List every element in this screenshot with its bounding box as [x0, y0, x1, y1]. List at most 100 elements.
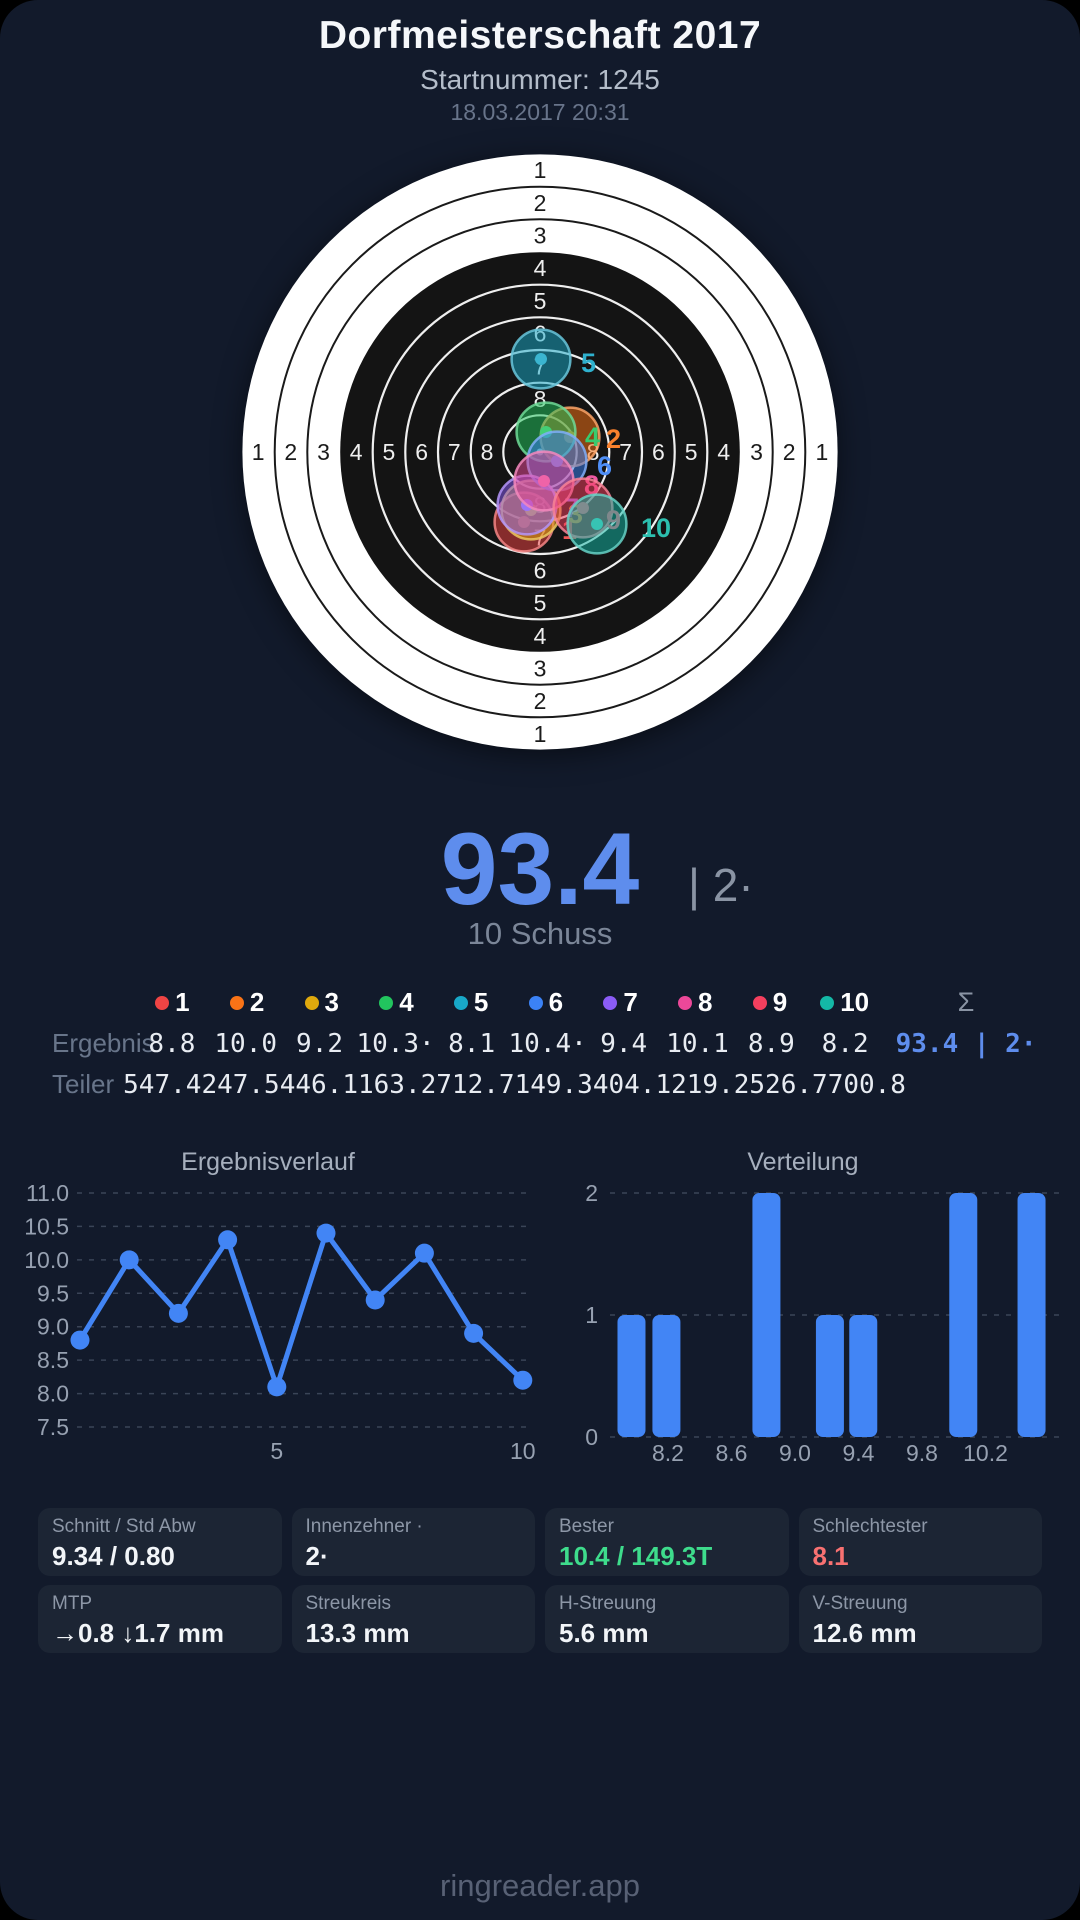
shot-legend-item: 9 [733, 987, 808, 1018]
ergebnis-value: 8.9 [747, 1028, 795, 1059]
ring-number: 7 [448, 439, 461, 465]
histogram-bar [949, 1193, 978, 1437]
shot-color-dot [304, 995, 319, 1010]
teiler-value: 247.5 [201, 1069, 280, 1100]
y-tick-label: 10.5 [25, 1213, 69, 1239]
shot-legend-item: 10 [807, 987, 882, 1018]
ring-number: 6 [534, 557, 547, 583]
teiler-value: 219.2 [671, 1069, 750, 1100]
shot-number-label: 6 [597, 451, 612, 481]
shot-legend-item: 3 [284, 987, 359, 1018]
stat-value: 12.6 mm [812, 1618, 917, 1648]
shot-color-dot [453, 995, 468, 1010]
shot-number: 7 [623, 987, 638, 1017]
shot-legend-item: 4 [359, 987, 434, 1018]
x-tick-label: 9.4 [843, 1440, 875, 1466]
data-point [316, 1223, 336, 1243]
stat-card-schnitt: Schnitt / Std Abw 9.34 / 0.80 [38, 1508, 282, 1576]
ergebnis-value: 9.4 [600, 1028, 648, 1059]
y-tick-label: 11.0 [26, 1180, 69, 1206]
y-tick-label: 2 [585, 1180, 598, 1206]
stat-card-mtp: MTP →0.8 ↓1.7 mm [38, 1585, 282, 1653]
shot-count-label: 10 Schuss [467, 916, 613, 951]
shot-number: 5 [473, 987, 489, 1017]
data-point [414, 1243, 434, 1263]
stat-value: 10.4 / 149.3T [559, 1541, 713, 1571]
stat-card-h-streuung: H-Streuung 5.6 mm [545, 1585, 789, 1653]
y-tick-label: 1 [585, 1302, 598, 1328]
shot-5: 5 [510, 328, 596, 390]
y-tick-label: 8.5 [37, 1347, 69, 1373]
data-point [168, 1303, 188, 1323]
histogram-bar [849, 1315, 878, 1437]
ring-number: 5 [534, 590, 547, 616]
shot-number-label: 4 [585, 422, 600, 452]
ring-number: 6 [652, 439, 665, 465]
stat-card-streukreis: Streukreis 13.3 mm [291, 1585, 535, 1653]
shot-number: 6 [548, 987, 564, 1017]
x-tick-label: 9.8 [906, 1440, 938, 1466]
stat-label: H-Streuung [559, 1593, 657, 1614]
stat-cards: Schnitt / Std Abw 9.34 / 0.80 Innenzehne… [38, 1508, 1042, 1653]
ring-number: 2 [534, 190, 547, 216]
teiler-value: 163.2 [358, 1069, 437, 1100]
shot-legend-row: 1 2 3 4 5 6 7 8 9 10 Σ [30, 982, 1050, 1023]
shot-legend-item: 5 [434, 987, 509, 1018]
teiler-value: 404.1 [592, 1069, 672, 1100]
shot-legend-item: 7 [583, 987, 658, 1018]
teiler-row: Teiler 547.4 247.5 446.1 163.2 712.7 149.3 404.… [30, 1064, 1050, 1105]
x-tick-label: 9.0 [779, 1440, 811, 1466]
ring-number: 4 [350, 439, 363, 465]
shot-color-dot [379, 995, 394, 1010]
data-point [119, 1250, 139, 1270]
ring-number: 5 [685, 439, 698, 465]
ring-number: 1 [816, 439, 829, 465]
ergebnis-value: 8.1 [448, 1028, 496, 1059]
ring-number: 2 [284, 439, 297, 465]
stat-card-schlechtester: Schlechtester 8.1 [798, 1508, 1042, 1576]
shot-color-dot [820, 995, 835, 1010]
chart-title: Ergebnisverlauf [181, 1148, 355, 1176]
target-diagram: 1111222233334444555566667777888812345678… [242, 154, 838, 750]
ergebnis-value: 8.8 [148, 1028, 196, 1059]
shot-legend-item: 8 [658, 987, 733, 1018]
shot-color-dot [229, 995, 244, 1010]
shot-number-label: 2 [606, 424, 621, 454]
y-tick-label: 0 [585, 1424, 598, 1450]
page-title: Dorfmeisterschaft 2017 [318, 14, 762, 57]
teiler-label: Teiler [52, 1069, 115, 1099]
shot-number-label: 10 [641, 513, 671, 543]
x-tick-label: 8.2 [652, 1440, 684, 1466]
stat-card-innenzehner: Innenzehner · 2· [291, 1508, 535, 1576]
ring-number: 4 [534, 623, 547, 649]
ring-number: 2 [783, 439, 796, 465]
session-datetime: 18.03.2017 20:31 [450, 99, 630, 125]
ring-number: 4 [534, 255, 547, 281]
data-point [218, 1230, 238, 1250]
histogram-bar [1017, 1193, 1046, 1437]
ring-number: 8 [481, 439, 494, 465]
data-point [513, 1370, 533, 1390]
stat-value: 5.6 mm [559, 1618, 649, 1648]
stat-label: Innenzehner · [305, 1516, 423, 1537]
ergebnis-value: 8.2 [821, 1028, 869, 1059]
x-tick-label: 5 [270, 1438, 283, 1464]
shot-color-dot [603, 995, 618, 1010]
teiler-value: 547.4 [123, 1069, 202, 1100]
y-tick-label: 9.0 [37, 1314, 69, 1340]
stat-label: Schnitt / Std Abw [52, 1516, 196, 1537]
shot-number: 4 [399, 987, 414, 1017]
sum-symbol: Σ [957, 987, 975, 1017]
ergebnis-label: Ergebnis [52, 1028, 155, 1058]
stat-label: Streukreis [305, 1593, 392, 1614]
stat-value: →0.8 ↓1.7 mm [52, 1618, 224, 1648]
ergebnis-sum: 93.4 | 2· [895, 1028, 1037, 1059]
stat-card-v-streuung: V-Streuung 12.6 mm [798, 1585, 1042, 1653]
teiler-value: 700.8 [827, 1069, 906, 1100]
teiler-value: 712.7 [436, 1069, 515, 1100]
histogram-bar [617, 1315, 646, 1437]
shot-number-label: 5 [581, 348, 596, 378]
y-tick-label: 9.5 [37, 1280, 69, 1306]
teiler-value: 526.7 [749, 1069, 828, 1100]
